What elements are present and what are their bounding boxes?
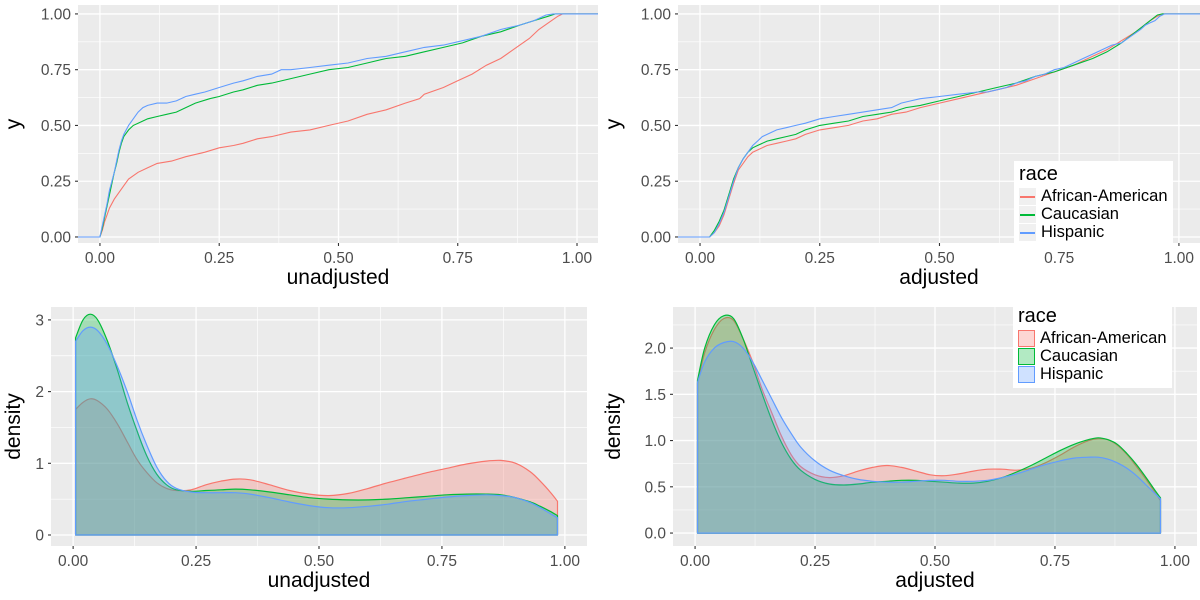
svg-text:0.00: 0.00 — [41, 229, 72, 246]
svg-text:0.25: 0.25 — [181, 553, 211, 570]
svg-text:0.00: 0.00 — [685, 250, 716, 267]
svg-text:0.75: 0.75 — [427, 553, 457, 570]
svg-text:adjusted: adjusted — [899, 266, 978, 289]
line-key-icon — [1019, 206, 1036, 223]
svg-text:density: density — [2, 393, 25, 460]
legend-title: race — [1019, 163, 1058, 185]
panel-density-unadjusted: 0.00 0.25 0.50 0.75 1.00 0 1 2 3 unadjusted densit… — [0, 300, 600, 600]
legend-item-african-american: African-American — [1018, 330, 1167, 347]
line-key-icon — [1019, 188, 1036, 205]
svg-text:1.00: 1.00 — [562, 250, 593, 267]
legend-item-label: Hispanic — [1041, 223, 1105, 242]
svg-text:0.50: 0.50 — [41, 118, 72, 135]
legend-race-lines: race African-American Caucasian Hispanic — [1014, 161, 1173, 246]
svg-text:0.25: 0.25 — [800, 553, 830, 570]
ecdf-adjusted-chart: 0.00 0.25 0.50 0.75 1.00 0.00 0.25 0.50 0.75 1.00… — [602, 5, 1200, 289]
svg-text:0.25: 0.25 — [41, 174, 71, 191]
svg-text:y: y — [602, 118, 625, 129]
svg-text:1.00: 1.00 — [1164, 250, 1195, 267]
svg-text:1.00: 1.00 — [550, 553, 581, 570]
svg-text:0.00: 0.00 — [58, 553, 89, 570]
svg-text:0.00: 0.00 — [85, 250, 116, 267]
legend-item-hispanic: Hispanic — [1018, 366, 1167, 383]
density-unadjusted-chart: 0.00 0.25 0.50 0.75 1.00 0 1 2 3 unadjusted densit… — [2, 307, 587, 592]
svg-text:1.00: 1.00 — [1160, 553, 1191, 570]
svg-text:0.75: 0.75 — [41, 62, 71, 79]
svg-text:3: 3 — [35, 312, 44, 329]
legend-item-label: Caucasian — [1040, 347, 1118, 366]
panel-ecdf-unadjusted: 0.00 0.25 0.50 0.75 1.00 0.00 0.25 0.50 0.75 1.00… — [0, 0, 600, 300]
svg-text:y: y — [2, 118, 25, 129]
svg-text:density: density — [602, 393, 625, 460]
svg-text:0.50: 0.50 — [304, 553, 335, 570]
legend-item-label: Hispanic — [1040, 365, 1104, 384]
legend-title: race — [1018, 305, 1057, 327]
legend-item-african-american: African-American — [1019, 188, 1168, 205]
svg-text:0.75: 0.75 — [443, 250, 473, 267]
svg-text:1.00: 1.00 — [41, 6, 72, 23]
svg-text:1.0: 1.0 — [644, 433, 666, 450]
ecdf-unadjusted-chart: 0.00 0.25 0.50 0.75 1.00 0.00 0.25 0.50 0.75 1.00… — [2, 5, 598, 289]
legend-race-fills: race African-American Caucasian Hispanic — [1013, 303, 1172, 388]
svg-text:0.0: 0.0 — [644, 526, 666, 543]
svg-text:0.5: 0.5 — [644, 479, 666, 496]
legend-item-caucasian: Caucasian — [1018, 348, 1167, 365]
svg-text:1.5: 1.5 — [644, 387, 666, 404]
line-key-icon — [1019, 224, 1036, 241]
legend-item-label: African-American — [1040, 329, 1167, 348]
svg-text:0.75: 0.75 — [1040, 553, 1070, 570]
svg-text:0.25: 0.25 — [641, 174, 671, 191]
svg-text:0.50: 0.50 — [323, 250, 354, 267]
fill-key-icon — [1018, 366, 1035, 383]
svg-text:2: 2 — [35, 384, 44, 401]
svg-text:2.0: 2.0 — [644, 341, 666, 358]
svg-text:1.00: 1.00 — [641, 6, 672, 23]
svg-text:0.75: 0.75 — [641, 62, 671, 79]
svg-text:0.75: 0.75 — [1044, 250, 1074, 267]
svg-text:0.00: 0.00 — [680, 553, 711, 570]
legend-item-label: African-American — [1041, 187, 1168, 206]
legend-item-hispanic: Hispanic — [1019, 224, 1168, 241]
panel-ecdf-adjusted: 0.00 0.25 0.50 0.75 1.00 0.00 0.25 0.50 0.75 1.00… — [600, 0, 1200, 300]
legend-item-caucasian: Caucasian — [1019, 206, 1168, 223]
fill-key-icon — [1018, 330, 1035, 347]
svg-text:0.50: 0.50 — [924, 250, 955, 267]
svg-text:0.50: 0.50 — [920, 553, 951, 570]
svg-text:0.00: 0.00 — [641, 229, 672, 246]
legend-item-label: Caucasian — [1041, 205, 1119, 224]
svg-text:0.25: 0.25 — [805, 250, 835, 267]
svg-text:unadjusted: unadjusted — [287, 266, 390, 289]
svg-text:0: 0 — [35, 527, 44, 544]
svg-text:0.25: 0.25 — [204, 250, 234, 267]
svg-text:unadjusted: unadjusted — [268, 569, 371, 592]
svg-text:adjusted: adjusted — [895, 569, 974, 592]
svg-text:0.50: 0.50 — [641, 118, 672, 135]
svg-text:1: 1 — [35, 456, 44, 473]
fill-key-icon — [1018, 348, 1035, 365]
